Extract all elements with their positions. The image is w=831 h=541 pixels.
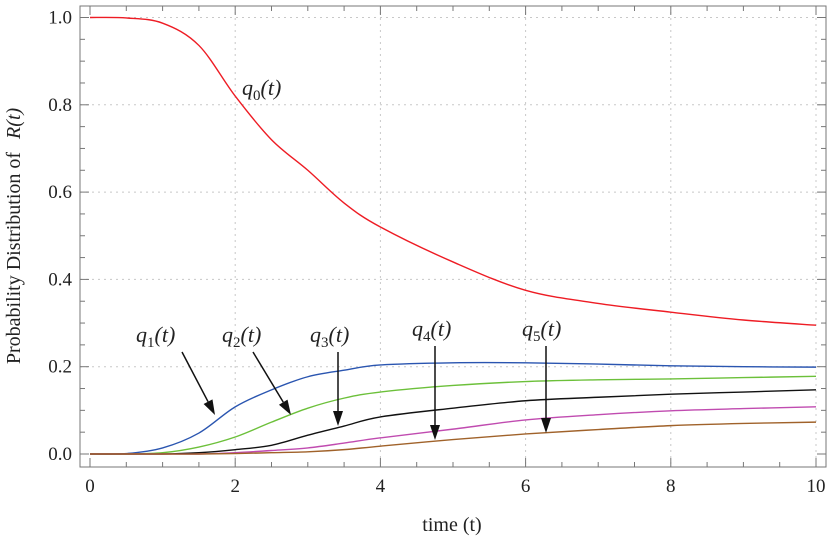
label-arg: (t): [261, 75, 282, 100]
arrowhead-q4: [430, 425, 440, 440]
series-line-q2: [89, 375, 817, 455]
label-sub: 0: [253, 88, 261, 104]
label-var: q: [242, 75, 253, 100]
curve-label-q2: q2(t): [222, 322, 261, 351]
label-sub: 3: [321, 335, 329, 351]
label-arg: (t): [241, 322, 262, 347]
curve-label-q1: q1(t): [136, 322, 175, 351]
arrowhead-q3: [333, 411, 343, 426]
curve-label-q5: q5(t): [522, 316, 561, 345]
arrowhead-q2: [278, 399, 291, 415]
label-sub: 1: [147, 335, 155, 351]
y-axis-label-var: R(t): [3, 108, 25, 140]
x-axis-label: time (t): [422, 514, 481, 536]
y-tick-label: 0.6: [48, 182, 72, 203]
x-tick-label: 10: [807, 476, 826, 497]
y-tick-label: 0.8: [48, 95, 72, 116]
arrowhead-q5: [541, 418, 551, 433]
series-line-q0: [89, 16, 817, 326]
label-arg: (t): [541, 316, 562, 341]
label-arg: (t): [329, 322, 350, 347]
label-arg: (t): [155, 322, 176, 347]
curve-label-q4: q4(t): [412, 316, 451, 345]
x-axis-label-text: time (t): [422, 514, 481, 536]
label-var: q: [136, 322, 147, 347]
y-tick-label: 1.0: [48, 8, 72, 29]
grid: [80, 6, 826, 467]
label-var: q: [412, 316, 423, 341]
label-sub: 2: [233, 335, 241, 351]
arrow-q2: [252, 351, 284, 403]
arrowhead-q1: [203, 399, 215, 415]
series-line-q3: [89, 389, 817, 455]
x-tick-label: 6: [521, 476, 531, 497]
x-tick-label: 2: [230, 476, 240, 497]
y-tick-label: 0.0: [48, 444, 72, 465]
curve-label-q3: q3(t): [310, 322, 349, 351]
series-line-q5: [89, 421, 817, 455]
curve-labels: q0(t)q1(t) q2(t) q3(t) q4(t) q5(t): [136, 75, 561, 351]
label-arg: (t): [431, 316, 452, 341]
label-var: q: [522, 316, 533, 341]
annotation-arrows: [181, 346, 551, 440]
axes: 0 2 4 6 8 100.00.20.40.60.81.0: [48, 5, 827, 497]
plot-frame: [79, 5, 827, 468]
x-tick-label: 8: [666, 476, 676, 497]
x-tick-label: 4: [376, 476, 386, 497]
label-sub: 4: [423, 329, 431, 345]
curve-label-q0: q0(t): [242, 75, 281, 104]
arrow-q1: [181, 351, 209, 403]
y-tick-label: 0.4: [48, 269, 72, 290]
label-sub: 5: [533, 329, 541, 345]
y-axis-label-text: Probability Distribution of: [3, 152, 25, 365]
series-line-q1: [89, 361, 817, 455]
label-var: q: [222, 322, 233, 347]
curves: [89, 16, 817, 455]
y-tick-label: 0.2: [48, 357, 72, 378]
y-axis-label: Probability Distribution of R(t): [3, 108, 25, 365]
label-var: q: [310, 322, 321, 347]
x-tick-label: 0: [85, 476, 95, 497]
